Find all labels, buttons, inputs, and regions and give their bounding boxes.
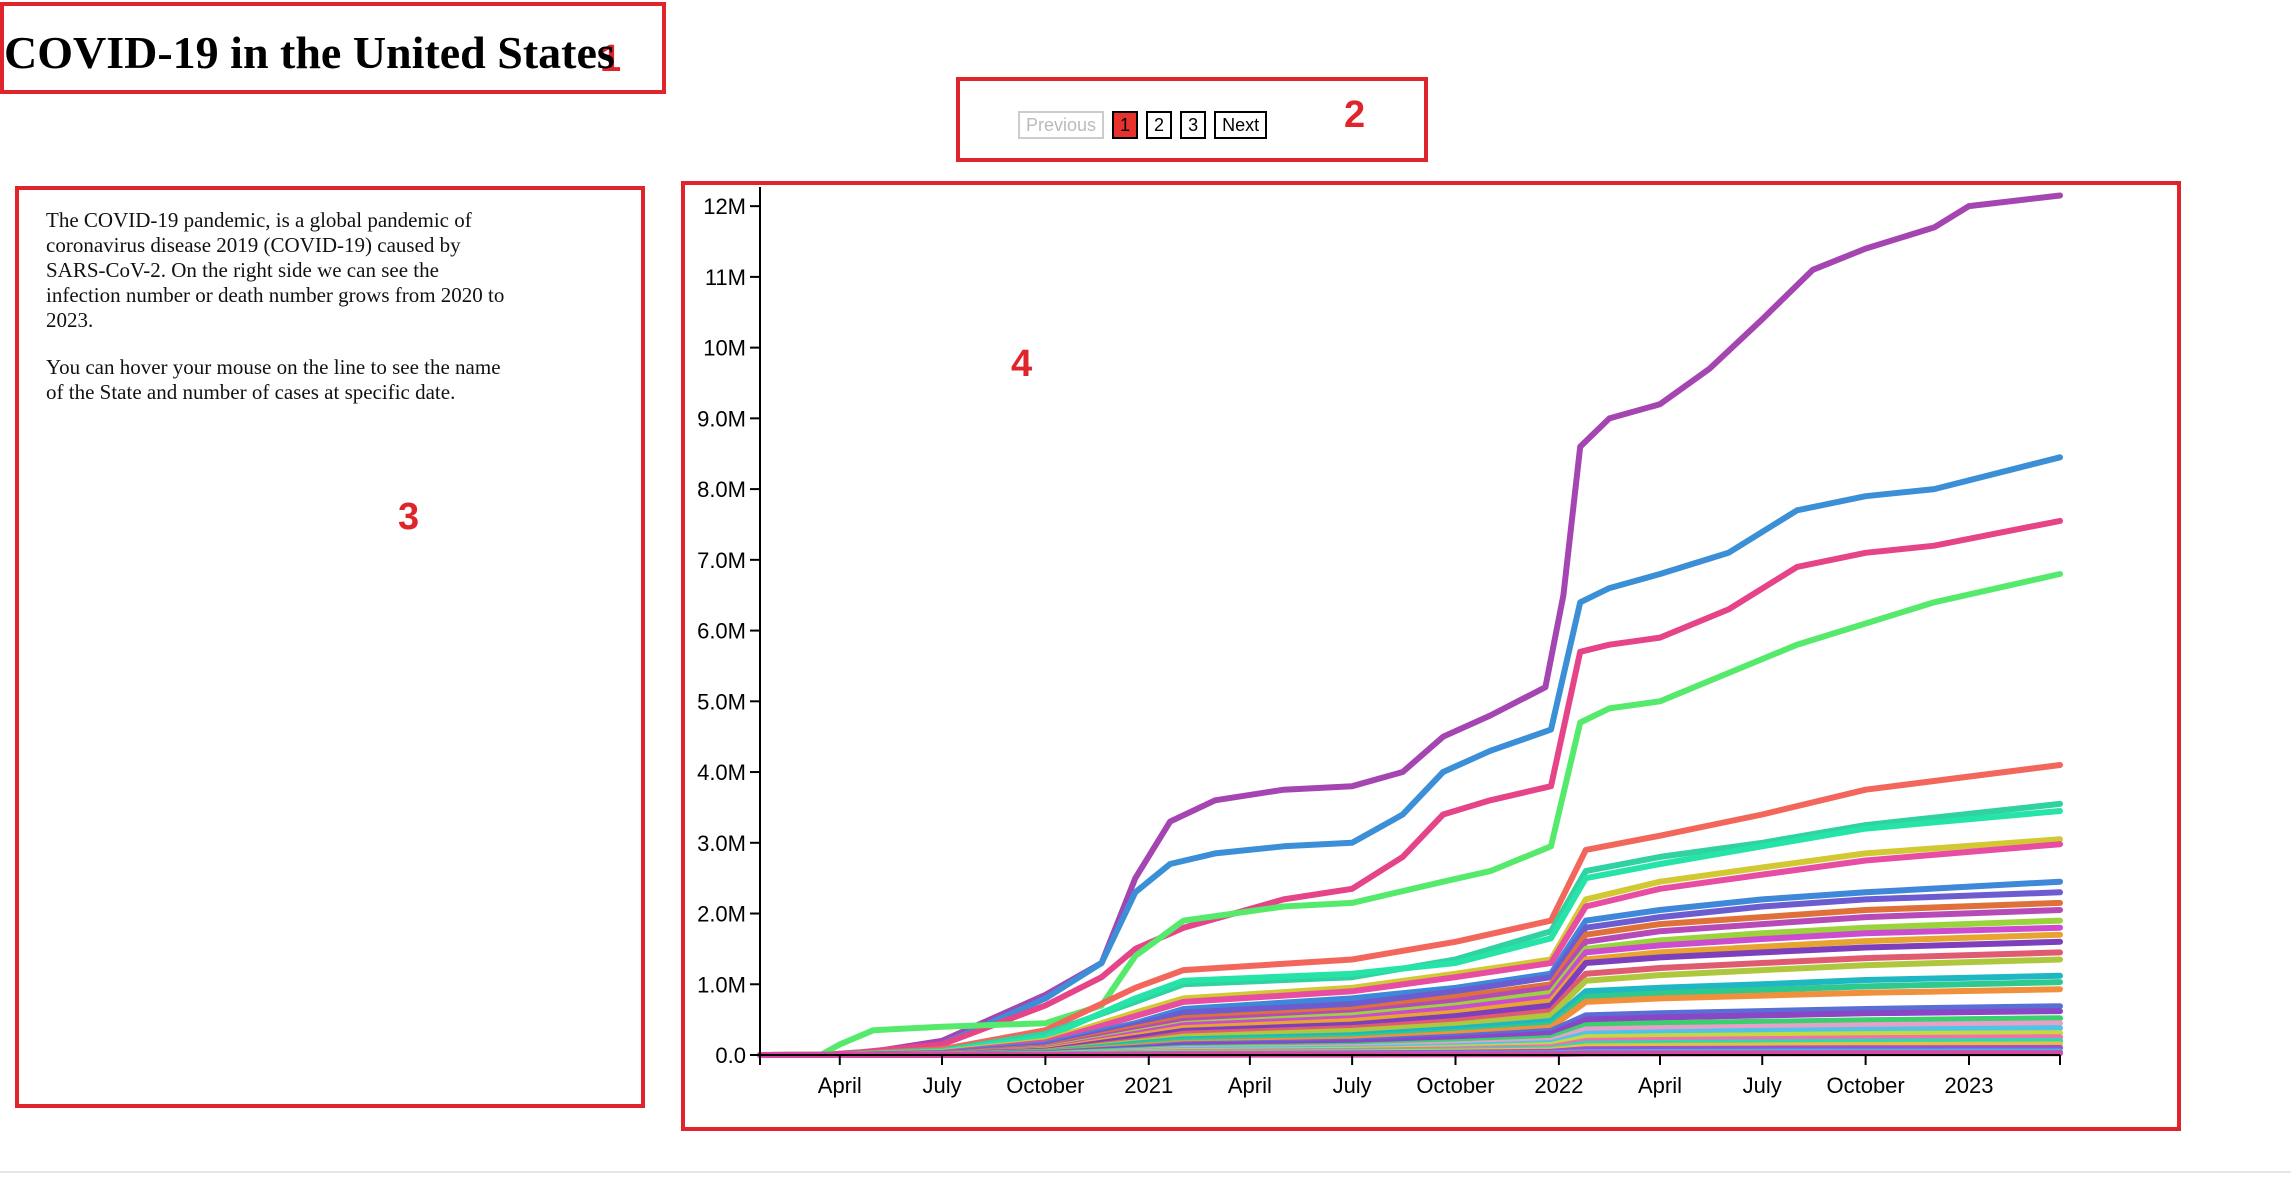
page-title: COVID-19 in the United States <box>4 27 615 78</box>
x-tick-label-7: 2022 <box>1534 1073 1583 1098</box>
series-line-4[interactable] <box>757 571 2063 1058</box>
y-tick-label-8: 8.0M <box>697 477 746 502</box>
y-tick-label-0: 0.0 <box>715 1043 746 1068</box>
y-axis: 0.0 1.0M 2.0M 3.0M 4.0M 5.0M 6.0M 7.0M 8.0M 9.0M 1… <box>697 187 761 1068</box>
page-3-button[interactable]: 3 <box>1180 111 1207 139</box>
x-tick-label-3: 2021 <box>1124 1073 1173 1098</box>
y-tick-label-7: 7.0M <box>697 548 746 573</box>
description-paragraph-1: The COVID-19 pandemic, is a global pande… <box>46 208 505 332</box>
pagination: Previous 1 2 3 Next <box>1018 111 1268 139</box>
x-axis: April July October 2021 April July October 2022… <box>759 1054 2061 1098</box>
annotation-box-pagination <box>956 77 1428 162</box>
y-tick-label-11: 11M <box>705 265 746 290</box>
x-tick-label-10: October <box>1826 1073 1904 1098</box>
y-tick-label-4: 4.0M <box>697 760 746 785</box>
page-1-button[interactable]: 1 <box>1112 111 1139 139</box>
y-tick-label-3: 3.0M <box>697 831 746 856</box>
x-tick-label-1: July <box>922 1073 961 1098</box>
x-tick-label-11: 2023 <box>1945 1073 1994 1098</box>
x-tick-label-0: April <box>818 1073 862 1098</box>
y-tick-label-5: 5.0M <box>697 689 746 714</box>
y-tick-label-6: 6.0M <box>697 619 746 644</box>
annotation-box-title <box>0 2 666 94</box>
annotation-marker-4: 4 <box>1011 343 1033 385</box>
series-line-2[interactable] <box>757 454 2063 1058</box>
x-tick-label-5: July <box>1333 1073 1372 1098</box>
previous-button[interactable]: Previous <box>1018 111 1105 139</box>
x-tick-label-9: July <box>1743 1073 1782 1098</box>
description-panel: The COVID-19 pandemic, is a global pande… <box>46 208 516 427</box>
page-divider <box>0 1171 2291 1173</box>
covid-cases-line-chart: 0.0 1.0M 2.0M 3.0M 4.0M 5.0M 6.0M 7.0M 8.0M 9.0M 1… <box>697 187 2063 1098</box>
x-tick-label-2: October <box>1006 1073 1084 1098</box>
y-tick-label-9: 9.0M <box>697 406 746 431</box>
description-paragraph-2: You can hover your mouse on the line to … <box>46 355 501 404</box>
y-tick-label-1: 1.0M <box>697 972 746 997</box>
annotation-box-description <box>15 186 645 1108</box>
annotation-marker-1: 1 <box>600 38 622 80</box>
annotation-marker-3: 3 <box>398 496 420 538</box>
page-2-button[interactable]: 2 <box>1146 111 1173 139</box>
x-tick-label-8: April <box>1638 1073 1682 1098</box>
x-tick-label-4: April <box>1228 1073 1272 1098</box>
y-tick-label-10: 10M <box>703 336 746 361</box>
series-layer <box>757 192 2063 1058</box>
y-tick-label-2: 2.0M <box>697 902 746 927</box>
annotation-box-chart <box>681 181 2181 1131</box>
y-tick-label-12: 12M <box>703 194 746 219</box>
annotation-marker-2: 2 <box>1344 94 1366 136</box>
next-button[interactable]: Next <box>1214 111 1268 139</box>
x-tick-label-6: October <box>1416 1073 1494 1098</box>
